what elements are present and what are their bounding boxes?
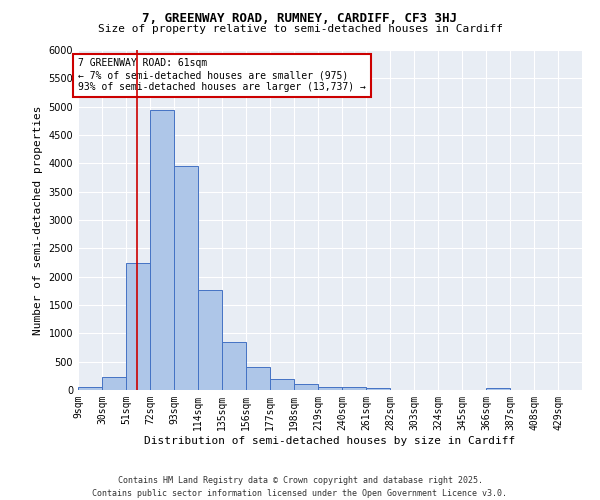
X-axis label: Distribution of semi-detached houses by size in Cardiff: Distribution of semi-detached houses by …	[145, 436, 515, 446]
Bar	[486, 388, 510, 390]
Bar	[174, 166, 198, 390]
Bar	[294, 384, 318, 390]
Bar	[222, 342, 246, 390]
Bar	[198, 290, 222, 390]
Bar	[342, 387, 366, 390]
Y-axis label: Number of semi-detached properties: Number of semi-detached properties	[33, 106, 43, 335]
Bar	[318, 386, 342, 390]
Text: 7 GREENWAY ROAD: 61sqm
← 7% of semi-detached houses are smaller (975)
93% of sem: 7 GREENWAY ROAD: 61sqm ← 7% of semi-deta…	[78, 58, 366, 92]
Bar	[150, 110, 174, 390]
Text: 7, GREENWAY ROAD, RUMNEY, CARDIFF, CF3 3HJ: 7, GREENWAY ROAD, RUMNEY, CARDIFF, CF3 3…	[143, 12, 458, 26]
Bar	[126, 262, 150, 390]
Text: Contains HM Land Registry data © Crown copyright and database right 2025.
Contai: Contains HM Land Registry data © Crown c…	[92, 476, 508, 498]
Bar	[366, 388, 390, 390]
Bar	[102, 377, 126, 390]
Bar	[78, 387, 102, 390]
Bar	[270, 379, 294, 390]
Bar	[246, 368, 270, 390]
Text: Size of property relative to semi-detached houses in Cardiff: Size of property relative to semi-detach…	[97, 24, 503, 34]
